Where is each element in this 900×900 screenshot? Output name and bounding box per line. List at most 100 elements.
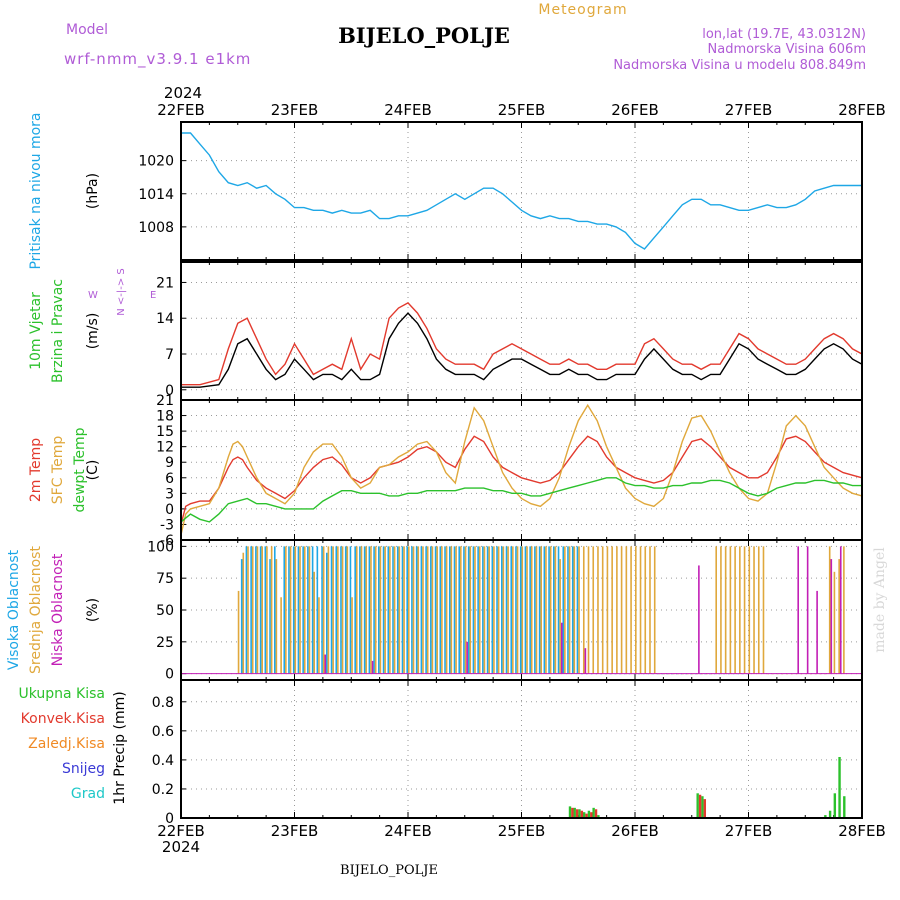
y-tick-label: 12: [156, 440, 174, 456]
bar: [483, 546, 486, 674]
bar: [441, 546, 443, 674]
bar: [439, 546, 442, 674]
panel-cloud: 0 25 50 75 100: [147, 539, 863, 683]
bar: [828, 810, 832, 818]
bar: [415, 546, 418, 674]
bar: [374, 546, 377, 674]
y-tick-label: 0: [165, 667, 174, 683]
bar: [616, 546, 618, 674]
bar: [748, 546, 751, 674]
top-day-labels: 22FEB 23FEB 24FEB 25FEB 26FEB 27FEB 28FEB: [157, 101, 885, 119]
bar: [340, 546, 342, 674]
y-tick-label: 1014: [138, 187, 174, 203]
precip-legend-label: Konvek.Kisa: [21, 711, 105, 727]
bar: [351, 597, 353, 674]
bar: [560, 622, 563, 674]
bar: [303, 546, 306, 674]
bar: [838, 559, 840, 674]
bar: [322, 546, 325, 674]
bar: [488, 546, 490, 674]
bar: [620, 546, 623, 674]
bar: [430, 546, 432, 674]
y-tick-label: 50: [156, 603, 174, 619]
bar: [698, 794, 702, 818]
bar: [273, 546, 276, 674]
bar: [762, 546, 765, 674]
bar: [575, 809, 579, 818]
bar: [294, 546, 297, 674]
bar: [458, 546, 461, 674]
bar: [307, 546, 309, 674]
bar: [285, 546, 287, 674]
y-axis-unit-label: (C): [85, 460, 101, 481]
bar: [644, 546, 647, 674]
precip-legend-label: Grad: [71, 786, 105, 802]
bar: [269, 559, 271, 674]
bottom-day-label: 24FEB: [384, 822, 431, 840]
bar: [384, 546, 386, 674]
bottom-day-label: 28FEB: [838, 822, 885, 840]
y-tick-label: 25: [156, 635, 174, 651]
bar: [592, 807, 595, 818]
bottom-day-label: 25FEB: [498, 822, 545, 840]
bar: [448, 546, 451, 674]
bar: [389, 546, 391, 674]
bar: [247, 546, 249, 674]
bar: [344, 546, 347, 674]
bar: [486, 546, 489, 674]
bar: [530, 546, 533, 674]
bar: [510, 546, 513, 674]
compass-east-label: E: [150, 290, 156, 301]
bottom-year-label: 2024: [162, 838, 200, 856]
bar: [346, 546, 349, 674]
series-line-series: [181, 132, 862, 250]
bar: [337, 546, 339, 674]
bottom-day-labels: 22FEB 23FEB 24FEB 25FEB 26FEB 27FEB 28FEB: [157, 822, 885, 840]
left-axis-labels: Pritisak na nivou mora (hPa) 10m Vjetar Brz…: [6, 112, 156, 804]
bar: [408, 546, 410, 674]
model-elevation-label: Nadmorska Visina u modelu 808.849m: [613, 58, 866, 73]
bar: [516, 546, 519, 674]
y-tick-label: 1020: [138, 154, 174, 170]
bar: [564, 546, 566, 674]
bar: [580, 810, 584, 818]
bar: [597, 815, 600, 818]
y-tick-label: 0.4: [152, 753, 174, 769]
bar: [715, 546, 717, 674]
y-tick-label: 3: [165, 486, 174, 502]
bar: [237, 590, 240, 674]
bar: [843, 796, 846, 818]
bar: [460, 546, 462, 674]
bar: [420, 546, 423, 674]
bar: [534, 546, 536, 674]
bottom-day-label: 22FEB: [157, 822, 204, 840]
bar: [625, 546, 628, 674]
bar: [245, 546, 248, 674]
bar: [601, 546, 604, 674]
series-line-2m-temp: [180, 435, 863, 525]
bar: [311, 546, 314, 674]
bar: [830, 559, 833, 674]
bar: [469, 546, 472, 674]
top-day-label: 28FEB: [838, 101, 885, 119]
bar: [505, 546, 508, 674]
top-year-label: 2024: [164, 84, 202, 102]
bar: [606, 546, 609, 674]
bar: [259, 546, 262, 674]
bar: [743, 546, 746, 674]
bottom-day-label: 27FEB: [725, 822, 772, 840]
bar: [538, 546, 541, 674]
bar: [582, 546, 585, 674]
bar: [519, 546, 522, 674]
panel-precipitation: 0 0.2 0.4 0.6 0.8: [152, 679, 863, 827]
bar: [453, 546, 456, 674]
bar: [843, 546, 845, 674]
bar: [270, 546, 273, 674]
bar: [463, 546, 465, 674]
y-axis-series-label: 2m Temp: [28, 438, 44, 502]
bar: [496, 546, 498, 674]
model-name: wrf-nmm_v3.9.1 e1km: [64, 50, 251, 69]
bar: [482, 546, 484, 674]
bar: [757, 546, 760, 674]
y-axis-series-label: Visoka Oblacnost: [6, 549, 22, 670]
